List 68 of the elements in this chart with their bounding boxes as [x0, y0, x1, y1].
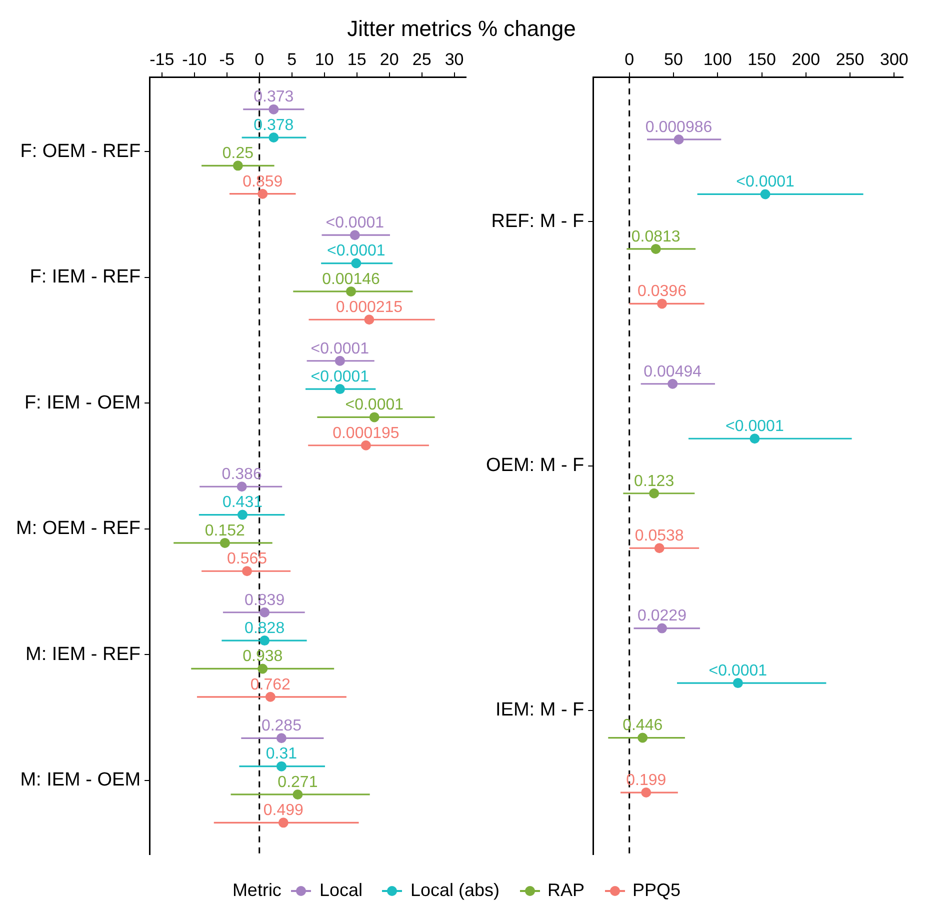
annotation: 0.499	[263, 802, 304, 820]
annotation: <0.0001	[310, 340, 370, 358]
annotation: 0.000215	[336, 299, 403, 316]
annotation: 0.152	[204, 522, 246, 540]
legend-label: RAP	[548, 880, 585, 901]
x-tick-label: 20	[380, 50, 399, 69]
annotation: <0.0001	[708, 662, 768, 680]
annotation: <0.0001	[326, 214, 384, 232]
x-tick-label: 10	[314, 50, 334, 69]
y-tick-label: F: IEM - OEM	[24, 392, 141, 414]
legend-title: Metric	[232, 880, 282, 901]
y-tick-label: REF: M - F	[491, 210, 584, 232]
annotation: 0.565	[226, 550, 268, 568]
y-tick-label: OEM: M - F	[486, 455, 584, 476]
annotation: 0.839	[244, 592, 285, 609]
annotation: 0.285	[261, 718, 302, 735]
x-tick-label: -5	[219, 50, 234, 69]
annotation: 0.199	[626, 772, 666, 789]
x-tick-label: 250	[836, 50, 864, 69]
annotation: 0.000195	[332, 424, 400, 442]
annotation: 0.25	[222, 145, 254, 162]
x-tick-label: 25	[412, 50, 432, 69]
x-tick-label: -15	[150, 50, 174, 69]
y-tick-label: F: OEM - REF	[20, 140, 141, 162]
annotation: 0.271	[278, 774, 318, 791]
annotation: 0.31	[266, 746, 298, 763]
y-tick-label: F: IEM - REF	[30, 266, 141, 288]
legend-label: Local (abs)	[410, 880, 500, 901]
annotation: <0.0001	[310, 368, 370, 386]
x-tick-label: 300	[880, 50, 908, 69]
y-tick-label: M: IEM - REF	[25, 644, 141, 665]
x-tick-label: -10	[182, 50, 207, 69]
y-tick-label: M: OEM - REF	[16, 518, 141, 540]
annotation: 0.0396	[638, 283, 687, 300]
annotation: <0.0001	[726, 418, 784, 436]
x-tick-label: 30	[444, 50, 464, 69]
annotation: 0.378	[254, 116, 294, 134]
annotation: 0.123	[634, 472, 674, 490]
legend-label: PPQ5	[632, 880, 681, 901]
annotation: 0.00494	[644, 363, 702, 380]
annotation: 0.828	[244, 620, 285, 637]
x-tick-label: 150	[748, 50, 776, 69]
x-tick-label: 50	[664, 50, 683, 69]
annotation: 0.938	[242, 648, 283, 666]
y-tick-label: M: IEM - OEM	[20, 770, 141, 791]
annotation: 0.373	[254, 88, 294, 106]
annotation: <0.0001	[345, 396, 404, 414]
chart-title: Jitter metrics % change	[346, 15, 577, 43]
x-tick-label: 15	[347, 50, 366, 69]
annotation: 0.386	[222, 466, 262, 484]
x-tick-label: 0	[624, 50, 634, 69]
annotation: <0.0001	[327, 242, 386, 260]
annotation: 0.0229	[638, 608, 687, 625]
x-tick-label: 0	[254, 50, 264, 69]
annotation: 0.0813	[631, 228, 680, 246]
x-tick-label: 100	[703, 50, 732, 69]
y-tick-label: IEM: M - F	[496, 700, 584, 721]
annotation: 0.431	[222, 494, 263, 512]
x-tick-label: 200	[792, 50, 820, 69]
annotation: 0.446	[622, 717, 663, 734]
annotation: 0.859	[242, 173, 283, 190]
x-tick-label: 5	[287, 50, 297, 69]
annotation: 0.762	[250, 676, 291, 694]
legend-label: Local	[319, 880, 362, 901]
annotation: 0.00146	[322, 270, 380, 288]
annotation: 0.000986	[645, 118, 712, 136]
annotation: 0.0538	[634, 528, 684, 545]
annotation: <0.0001	[736, 174, 795, 191]
